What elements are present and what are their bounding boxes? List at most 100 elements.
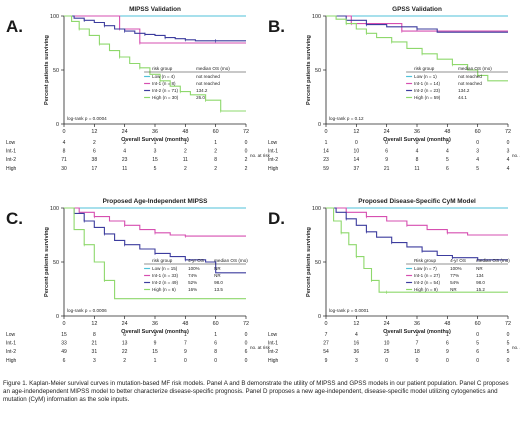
risk-cell: 6 <box>245 349 248 355</box>
risk-cell: 5 <box>154 166 157 172</box>
risk-cell: 15 <box>152 157 158 163</box>
risk-cell: 36 <box>354 349 360 355</box>
risk-cell: 6 <box>446 341 449 347</box>
legend-label: Int-2 (n = 71) <box>152 88 178 93</box>
risk-cell: 17 <box>92 166 98 172</box>
survival-curve-int2 <box>326 207 508 261</box>
risk-cell: 5 <box>507 349 510 355</box>
risk-cell: 2 <box>214 149 217 155</box>
risk-cell: 1 <box>214 332 217 338</box>
risk-cell: 11 <box>414 166 419 172</box>
risk-cell: 0 <box>385 140 388 146</box>
legend-stat: 52% <box>188 280 197 285</box>
risk-cell: 3 <box>507 149 510 155</box>
y-axis-label: Percent patients surviving <box>306 226 312 297</box>
risk-cell: 6 <box>385 149 388 155</box>
legend-label: High (n = 59) <box>414 95 441 100</box>
legend-header: 4-yr OS <box>450 258 466 263</box>
risk-cell: 13 <box>122 341 128 347</box>
legend-stat: not reached <box>458 74 482 79</box>
risk-cell: 5 <box>446 157 449 163</box>
x-axis-label: Overall Survival (months) <box>121 329 189 335</box>
risk-table-note: no. at risk <box>512 345 520 350</box>
risk-cell: 6 <box>123 332 126 338</box>
figure-caption: Figure 1. Kaplan-Meier survival curves i… <box>3 380 509 403</box>
x-tick-label: 24 <box>122 321 128 327</box>
risk-row-label: Low <box>268 140 278 146</box>
logrank-label: log-rank p = 0.0004 <box>67 116 107 121</box>
risk-cell: 1 <box>214 140 217 146</box>
x-tick-label: 48 <box>182 129 188 135</box>
risk-cell: 71 <box>61 157 67 163</box>
y-tick-label: 100 <box>50 206 59 212</box>
chart-title: Proposed Age-Independent MIPSS <box>103 198 209 205</box>
risk-cell: 0 <box>355 140 358 146</box>
risk-row-label: Int-2 <box>6 349 16 355</box>
risk-cell: 0 <box>507 332 510 338</box>
risk-cell: 6 <box>476 349 479 355</box>
x-tick-label: 72 <box>505 321 511 327</box>
risk-cell: 0 <box>446 140 449 146</box>
risk-cell: 2 <box>123 140 126 146</box>
y-tick-label: 100 <box>50 14 59 20</box>
risk-cell: 0 <box>184 358 187 364</box>
logrank-label: log-rank p = 0.12 <box>329 116 364 121</box>
risk-cell: 21 <box>92 341 98 347</box>
x-tick-label: 48 <box>182 321 188 327</box>
legend-stat: 16% <box>188 287 197 292</box>
risk-cell: 2 <box>93 140 96 146</box>
risk-cell: 4 <box>123 149 126 155</box>
y-tick-label: 0 <box>318 314 321 320</box>
x-axis-label: Overall Survival (months) <box>121 137 189 143</box>
legend-label: Int-1 (n = 33) <box>152 273 178 278</box>
panel-letter: D. <box>268 209 285 228</box>
risk-cell: 1 <box>184 332 187 338</box>
y-axis-label: Percent patients surviving <box>44 34 50 105</box>
legend-stat: 100% <box>188 266 200 271</box>
x-tick-label: 12 <box>91 129 97 135</box>
risk-cell: 6 <box>63 358 66 364</box>
x-tick-label: 24 <box>122 129 128 135</box>
risk-row-label: Int-1 <box>6 341 16 347</box>
risk-cell: 9 <box>446 349 449 355</box>
y-tick-label: 50 <box>315 68 321 74</box>
risk-cell: 22 <box>122 349 128 355</box>
x-tick-label: 0 <box>63 321 66 327</box>
risk-cell: 3 <box>355 358 358 364</box>
risk-row-label: Int-2 <box>268 157 278 163</box>
x-axis-label: Overall Survival (months) <box>383 137 451 143</box>
survival-curve-int2 <box>64 207 246 274</box>
risk-cell: 2 <box>416 332 419 338</box>
risk-cell: 4 <box>446 149 449 155</box>
risk-cell: 1 <box>325 140 328 146</box>
x-tick-label: 0 <box>325 321 328 327</box>
panel-letter: C. <box>6 209 23 228</box>
legend-stat: 134 <box>476 273 484 278</box>
legend-label: Low (n = 15) <box>152 266 178 271</box>
survival-curve-int1 <box>326 15 508 32</box>
risk-cell: 10 <box>384 341 390 347</box>
risk-table-note: no. at risk <box>250 153 271 158</box>
y-tick-label: 0 <box>56 314 59 320</box>
x-tick-label: 36 <box>414 321 420 327</box>
risk-cell: 8 <box>214 349 217 355</box>
legend-label: Low (n = 4) <box>152 74 175 79</box>
legend-label: Int-2 (n = 49) <box>152 280 178 285</box>
risk-cell: 0 <box>416 358 419 364</box>
risk-cell: 27 <box>323 341 329 347</box>
risk-cell: 4 <box>416 149 419 155</box>
x-tick-label: 48 <box>444 129 450 135</box>
risk-cell: 0 <box>385 358 388 364</box>
risk-cell: 6 <box>93 149 96 155</box>
survival-curve-int1 <box>64 15 246 44</box>
legend-header: median OS (mo) <box>458 66 492 71</box>
risk-cell: 31 <box>92 349 98 355</box>
legend-stat: NR <box>214 273 221 278</box>
y-tick-label: 100 <box>312 206 321 212</box>
risk-cell: 0 <box>476 332 479 338</box>
survival-curve-int1 <box>326 207 508 236</box>
legend-stat: 44.1 <box>458 95 467 100</box>
legend-stat: NR <box>450 287 457 292</box>
risk-cell: 0 <box>507 140 510 146</box>
risk-row-label: Int-1 <box>6 149 16 155</box>
